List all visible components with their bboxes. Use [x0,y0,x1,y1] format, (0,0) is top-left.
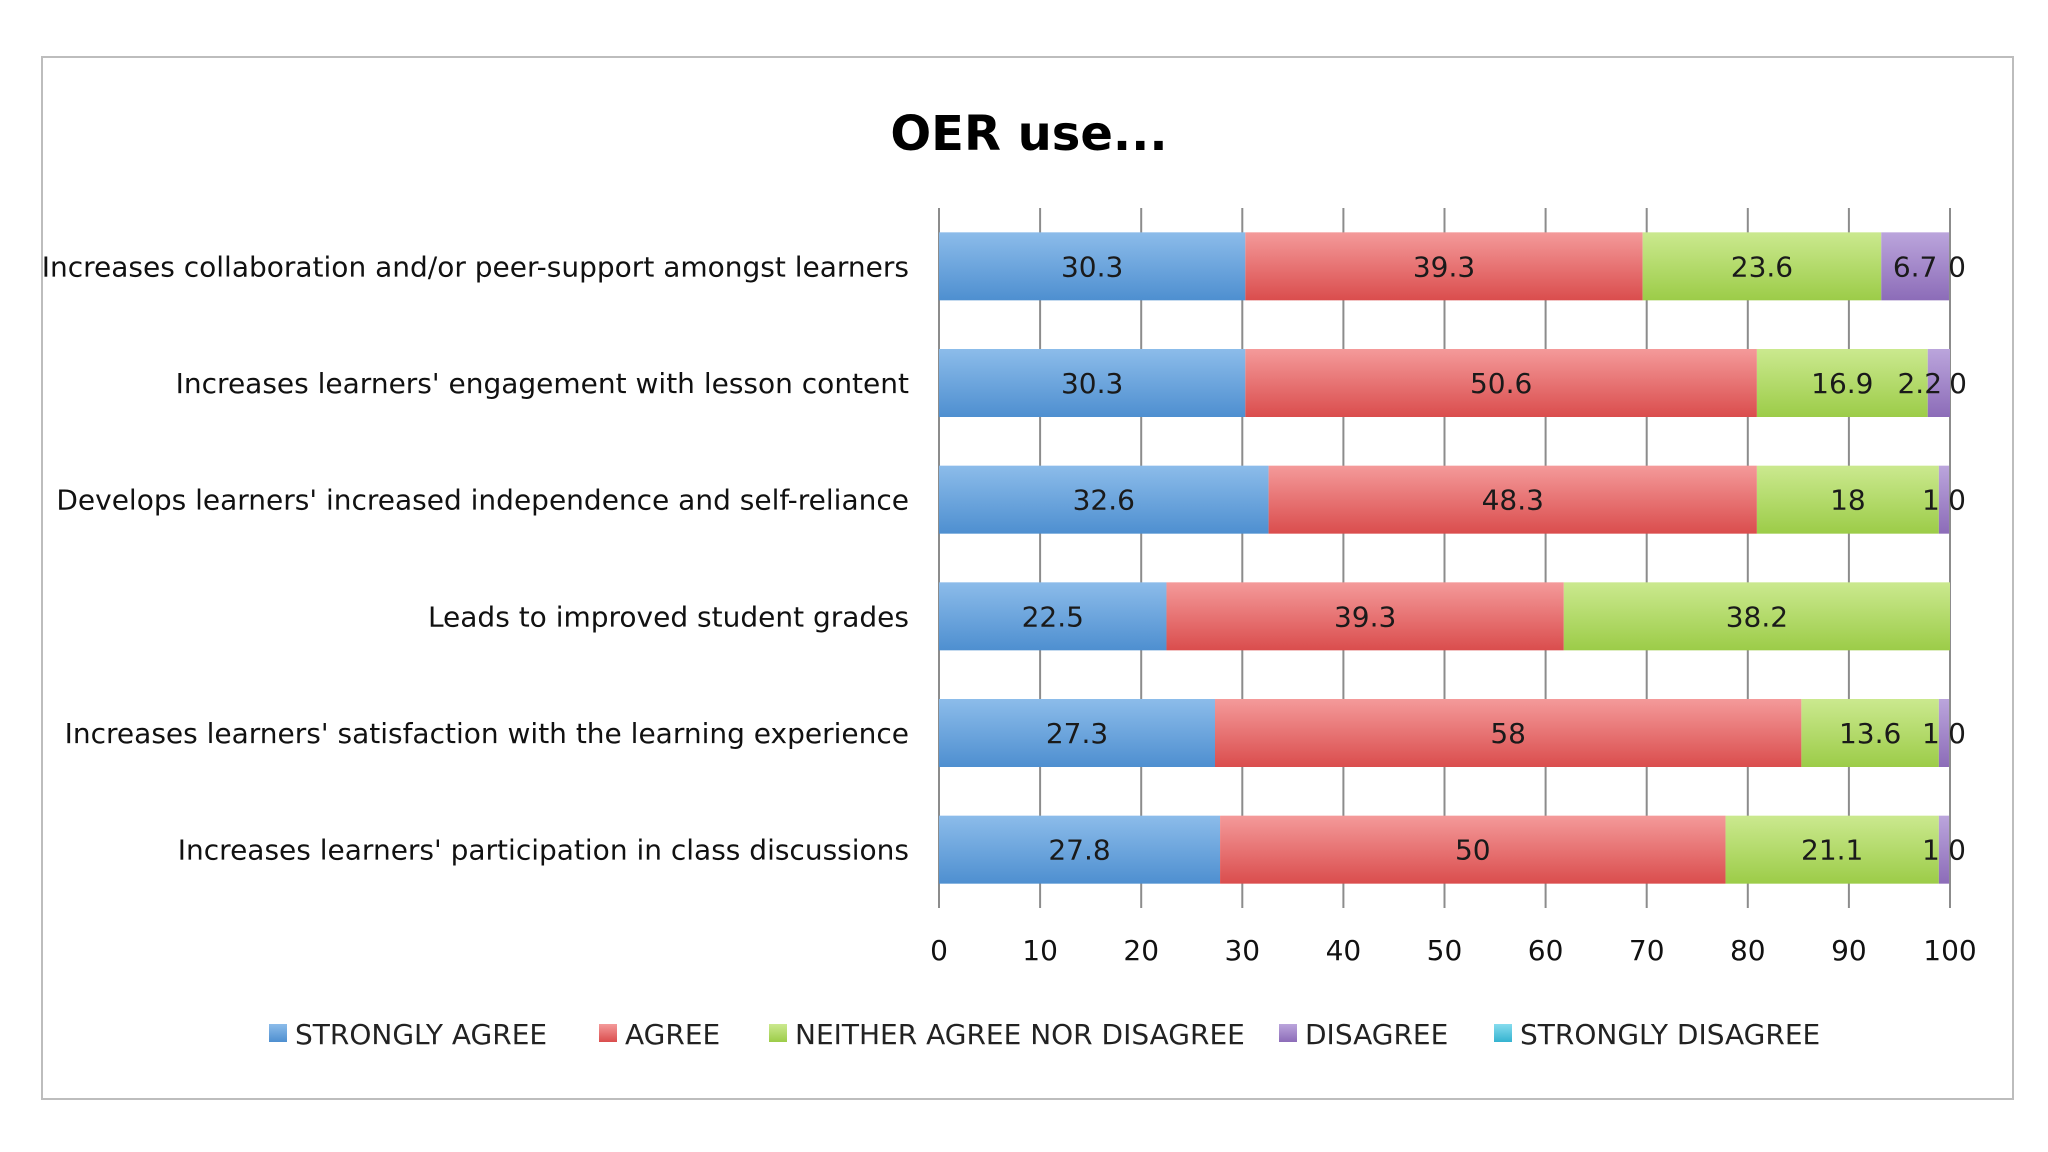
data-label-disagree-0: 6.7 [1893,250,1938,283]
data-label-agree-4: 58 [1490,717,1526,750]
bar-strongly-agree-2 [939,465,1269,534]
bar-agree-1 [1245,349,1757,417]
data-label-neither-agree-nor-disagree-4: 13.6 [1839,717,1901,750]
data-label-strongly-disagree-1: 0 [1949,367,1967,400]
x-tick-label-20: 20 [1123,934,1159,967]
category-label-1: Increases learners' engagement with less… [176,367,909,400]
data-label-strongly-agree-5: 27.8 [1048,834,1110,867]
data-label-strongly-agree-4: 27.3 [1046,717,1108,750]
x-tick-label-80: 80 [1730,934,1766,967]
data-label-neither-agree-nor-disagree-3: 38.2 [1726,600,1788,633]
data-labels: 30.3 39.3 23.6 6.7 030.3 50.6 16.9 2.2 032.6 48.3… [1022,250,1967,866]
legend-label-disagree: DISAGREE [1305,1018,1448,1051]
bar-agree-0 [1245,232,1643,301]
data-label-agree-1: 50.6 [1470,367,1532,400]
data-label-strongly-agree-2: 32.6 [1073,484,1135,517]
data-label-disagree-4: 1 [1922,717,1940,750]
legend-label-strongly-disagree: STRONGLY DISAGREE [1520,1018,1820,1051]
bar-disagree-2 [1938,465,1949,534]
bar-strongly-agree-5 [939,815,1221,884]
category-label-0: Increases collaboration and/or peer-supp… [43,250,909,283]
chart-title: OER use... [890,106,1167,162]
legend-swatch-strongly-disagree [1494,1024,1512,1042]
x-tick-label-40: 40 [1326,934,1362,967]
legend-label-strongly-agree: STRONGLY AGREE [295,1018,547,1051]
x-tick-label-70: 70 [1629,934,1665,967]
x-tick-label-50: 50 [1427,934,1463,967]
data-label-strongly-agree-1: 30.3 [1061,367,1123,400]
category-label-2: Develops learners' increased independenc… [56,484,909,517]
bar-neither-agree-nor-disagree-5 [1725,815,1939,884]
bar-neither-agree-nor-disagree-0 [1642,232,1882,301]
data-label-disagree-1: 2.2 [1897,367,1942,400]
bar-agree-5 [1220,815,1726,884]
category-label-5: Increases learners' participation in cla… [178,834,909,867]
legend-swatch-neither-agree-nor-disagree [769,1024,787,1042]
data-label-strongly-disagree-4: 0 [1948,717,1966,750]
legend-swatch-disagree [1279,1024,1297,1042]
data-label-strongly-disagree-2: 0 [1948,484,1966,517]
x-tick-label-90: 90 [1831,934,1867,967]
bar-disagree-5 [1938,815,1949,884]
x-tick-label-0: 0 [930,934,948,967]
gridlines [938,208,1951,908]
chart-svg: OER use... 30.3 39.3 23.6 6.7 0 30.3 50.6 16.9 2… [43,106,1977,1051]
bar-agree-4 [1215,699,1802,767]
data-label-disagree-2: 1 [1922,484,1940,517]
legend: STRONGLY AGREE AGREE NEITHER AGREE NOR DIS… [269,1018,1820,1051]
category-label-4: Increases learners' satisfaction with th… [65,717,909,750]
bar-neither-agree-nor-disagree-1 [1756,349,1928,417]
x-tick-label-30: 30 [1224,934,1260,967]
data-label-agree-5: 50 [1455,834,1491,867]
bar-strongly-agree-0 [939,232,1246,301]
category-labels: Increases collaboration and/or peer-supp… [43,250,909,866]
x-tick-label-10: 10 [1022,934,1058,967]
data-label-strongly-agree-3: 22.5 [1022,600,1084,633]
data-label-agree-3: 39.3 [1334,600,1396,633]
bar-agree-3 [1166,582,1564,651]
x-tick-labels: 0 10 20 30 40 50 60 70 80 90 100 [930,934,1977,967]
chart-frame: OER use... 30.3 39.3 23.6 6.7 0 30.3 50.6 16.9 2… [41,56,2014,1100]
x-tick-label-60: 60 [1528,934,1564,967]
data-label-neither-agree-nor-disagree-1: 16.9 [1811,367,1873,400]
bar-neither-agree-nor-disagree-3 [1563,582,1950,651]
bars [939,232,1950,884]
bar-strongly-agree-3 [939,582,1167,651]
bar-disagree-0 [1881,232,1949,301]
legend-swatch-agree [599,1024,617,1042]
bar-disagree-1 [1927,349,1950,417]
data-label-disagree-5: 1 [1922,834,1940,867]
bar-neither-agree-nor-disagree-4 [1801,699,1939,767]
data-label-agree-0: 39.3 [1413,250,1475,283]
bar-disagree-4 [1938,699,1949,767]
bar-neither-agree-nor-disagree-2 [1756,465,1939,534]
data-label-neither-agree-nor-disagree-0: 23.6 [1731,250,1793,283]
bar-strongly-agree-1 [939,349,1246,417]
bar-agree-2 [1268,465,1757,534]
data-label-neither-agree-nor-disagree-5: 21.1 [1801,834,1863,867]
legend-label-neither-agree-nor-disagree: NEITHER AGREE NOR DISAGREE [795,1018,1245,1051]
data-label-neither-agree-nor-disagree-2: 18 [1830,484,1866,517]
category-label-3: Leads to improved student grades [428,600,909,633]
data-label-strongly-disagree-0: 0 [1948,250,1966,283]
legend-swatch-strongly-agree [269,1024,287,1042]
x-tick-label-100: 100 [1923,934,1976,967]
bar-strongly-agree-4 [939,699,1216,767]
legend-label-agree: AGREE [625,1018,720,1051]
data-label-agree-2: 48.3 [1482,484,1544,517]
data-label-strongly-agree-0: 30.3 [1061,250,1123,283]
data-label-strongly-disagree-5: 0 [1948,834,1966,867]
